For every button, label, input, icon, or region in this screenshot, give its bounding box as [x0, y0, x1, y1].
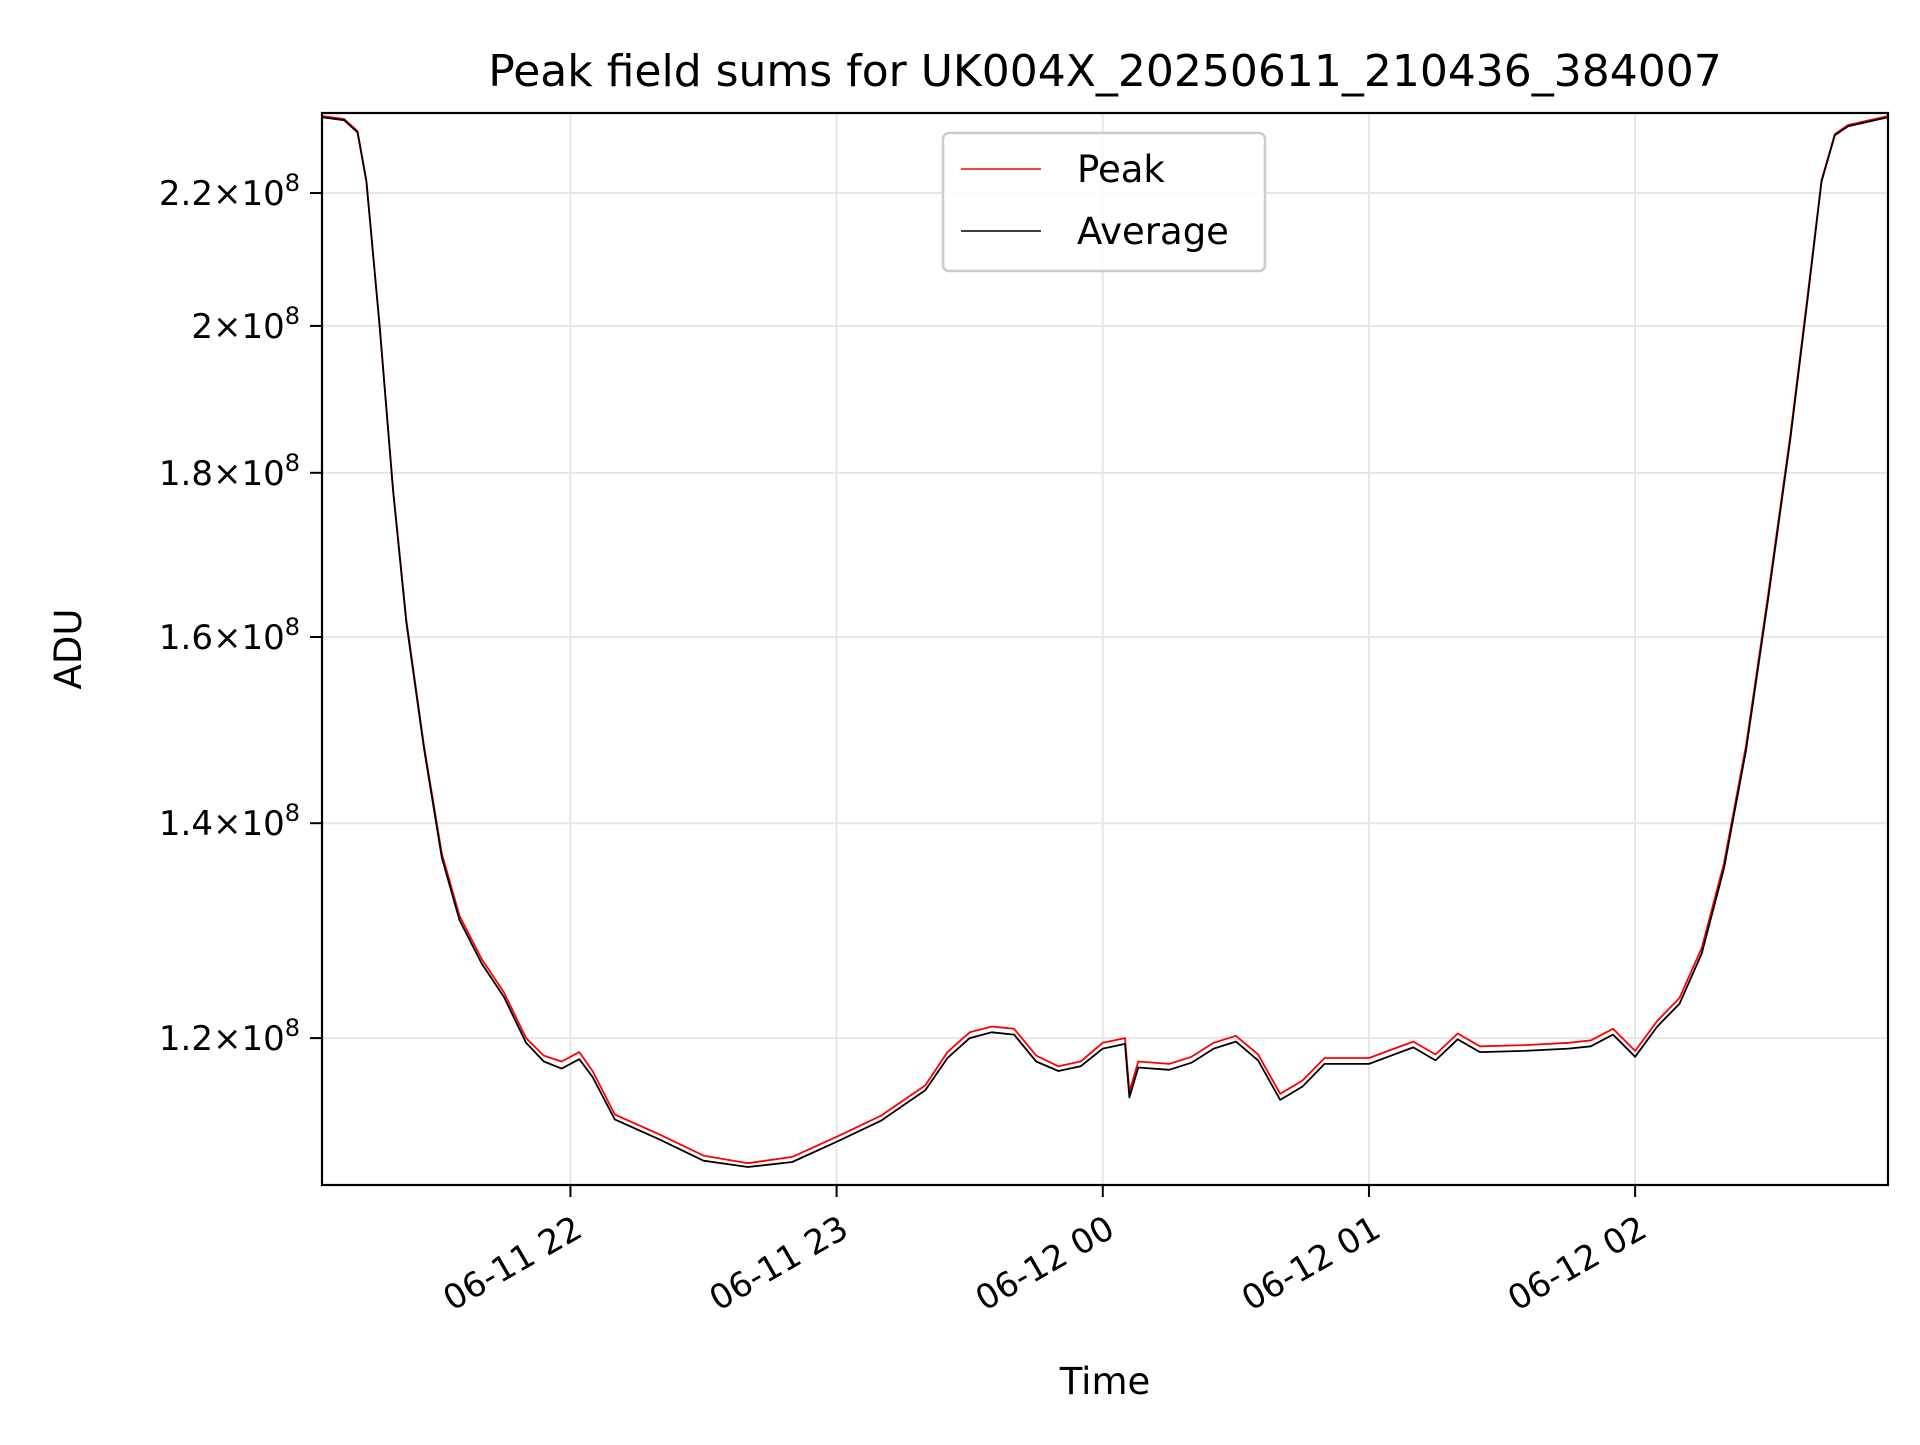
- y-tick-label: 2.2×108: [159, 169, 300, 214]
- chart-title: Peak field sums for UK004X_20250611_2104…: [488, 46, 1722, 97]
- y-tick-label: 1.2×108: [159, 1014, 300, 1059]
- legend: Peak Average: [941, 131, 1267, 273]
- series-lines: [321, 115, 1889, 1168]
- legend-label-average: Average: [1077, 210, 1229, 253]
- y-tick-label: 1.6×108: [159, 613, 300, 658]
- x-axis-label: Time: [1059, 1360, 1151, 1403]
- y-tick-label: 1.4×108: [159, 799, 300, 844]
- y-tick-label: 1.8×108: [159, 449, 300, 494]
- y-axis-ticks: 1.2×108 1.4×108 1.6×108 1.8×108 2×108 2.2×108: [159, 169, 322, 1059]
- series-line-average: [321, 116, 1889, 1168]
- series-line-peak: [321, 115, 1889, 1165]
- y-axis-label: ADU: [47, 609, 90, 690]
- y-tick-label: 2×108: [191, 302, 300, 347]
- plot-area-frame: [320, 111, 1890, 1187]
- legend-label-peak: Peak: [1077, 148, 1165, 191]
- legend-box: [941, 131, 1267, 273]
